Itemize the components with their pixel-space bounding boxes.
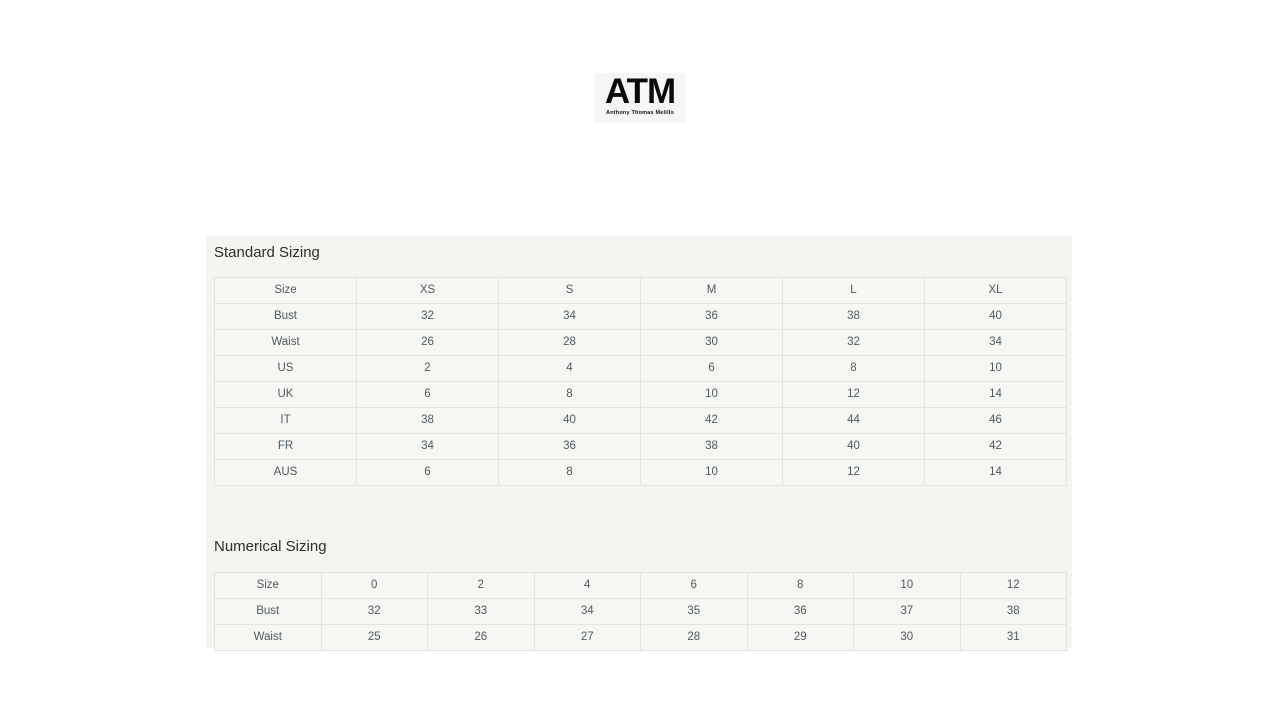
- table-cell: 34: [356, 433, 499, 460]
- table-cell: 29: [746, 624, 854, 651]
- table-cell: 32: [320, 598, 428, 625]
- table-header-row: Size 0 2 4 6 8 10 12: [214, 572, 1067, 599]
- table-cell: 38: [356, 407, 499, 434]
- table-header-row: Size XS S M L XL: [214, 277, 1067, 304]
- table-cell: 14: [924, 459, 1067, 486]
- table-cell: 30: [640, 329, 783, 356]
- standard-sizing-table: Size XS S M L XL Bust 32 34 36 38 40 Waist 26 28 30 32 34…: [214, 277, 1067, 486]
- table-cell: 30: [853, 624, 961, 651]
- column-header: 0: [320, 572, 428, 599]
- row-label: IT: [214, 407, 357, 434]
- table-cell: 26: [427, 624, 535, 651]
- column-header: L: [782, 277, 925, 304]
- row-label: Waist: [214, 329, 357, 356]
- table-cell: 10: [640, 459, 783, 486]
- table-cell: 27: [533, 624, 641, 651]
- size-guide-panel: Standard Sizing Size XS S M L XL Bust 32 34 36 38 4…: [206, 236, 1072, 651]
- table-cell: 36: [640, 303, 783, 330]
- row-label: Bust: [214, 303, 357, 330]
- table-cell: 12: [782, 381, 925, 408]
- table-cell: 8: [498, 459, 641, 486]
- table-cell: 33: [427, 598, 535, 625]
- table-cell: 14: [924, 381, 1067, 408]
- table-cell: 12: [782, 459, 925, 486]
- row-label: FR: [214, 433, 357, 460]
- table-row: Bust 32 33 34 35 36 37 38: [214, 598, 1067, 625]
- table-cell: 37: [853, 598, 961, 625]
- table-cell: 10: [924, 355, 1067, 382]
- table-row: Waist 26 28 30 32 34: [214, 329, 1067, 356]
- table-cell: 40: [498, 407, 641, 434]
- table-cell: 2: [356, 355, 499, 382]
- column-header: 4: [533, 572, 641, 599]
- table-row: Bust 32 34 36 38 40: [214, 303, 1067, 330]
- table-row: Waist 25 26 27 28 29 30 31: [214, 624, 1067, 651]
- table-cell: 44: [782, 407, 925, 434]
- column-header: 8: [746, 572, 854, 599]
- brand-logo: ATM Anthony Thomas Melillo: [594, 73, 686, 123]
- table-cell: 6: [356, 381, 499, 408]
- row-label: Waist: [214, 624, 322, 651]
- table-row: US 2 4 6 8 10: [214, 355, 1067, 382]
- table-cell: 38: [640, 433, 783, 460]
- table-cell: 34: [924, 329, 1067, 356]
- column-header: XS: [356, 277, 499, 304]
- brand-logo-subtitle: Anthony Thomas Melillo: [606, 110, 674, 116]
- row-label: UK: [214, 381, 357, 408]
- row-label: Bust: [214, 598, 322, 625]
- table-cell: 32: [356, 303, 499, 330]
- table-cell: 8: [782, 355, 925, 382]
- table-cell: 8: [498, 381, 641, 408]
- table-cell: 6: [356, 459, 499, 486]
- column-header: M: [640, 277, 783, 304]
- table-row: AUS 6 8 10 12 14: [214, 459, 1067, 486]
- table-cell: 46: [924, 407, 1067, 434]
- column-header: Size: [214, 277, 357, 304]
- table-cell: 26: [356, 329, 499, 356]
- table-cell: 34: [533, 598, 641, 625]
- table-row: IT 38 40 42 44 46: [214, 407, 1067, 434]
- table-cell: 32: [782, 329, 925, 356]
- brand-logo-title: ATM: [604, 72, 676, 111]
- row-label: US: [214, 355, 357, 382]
- table-cell: 4: [498, 355, 641, 382]
- table-cell: 36: [746, 598, 854, 625]
- table-cell: 36: [498, 433, 641, 460]
- table-cell: 34: [498, 303, 641, 330]
- column-header: 12: [959, 572, 1067, 599]
- column-header: 10: [853, 572, 961, 599]
- numerical-sizing-table: Size 0 2 4 6 8 10 12 Bust 32 33 34 35 36 37 38 Waist 25 26…: [214, 572, 1067, 651]
- table-cell: 40: [782, 433, 925, 460]
- standard-sizing-heading: Standard Sizing: [214, 244, 320, 261]
- column-header: 2: [427, 572, 535, 599]
- table-cell: 25: [320, 624, 428, 651]
- column-header: Size: [214, 572, 322, 599]
- row-label: AUS: [214, 459, 357, 486]
- table-cell: 31: [959, 624, 1067, 651]
- table-cell: 35: [640, 598, 748, 625]
- column-header: 6: [640, 572, 748, 599]
- table-row: UK 6 8 10 12 14: [214, 381, 1067, 408]
- numerical-sizing-heading: Numerical Sizing: [214, 538, 327, 555]
- table-row: FR 34 36 38 40 42: [214, 433, 1067, 460]
- table-cell: 42: [640, 407, 783, 434]
- table-cell: 38: [959, 598, 1067, 625]
- table-cell: 28: [498, 329, 641, 356]
- table-cell: 42: [924, 433, 1067, 460]
- table-cell: 40: [924, 303, 1067, 330]
- column-header: XL: [924, 277, 1067, 304]
- column-header: S: [498, 277, 641, 304]
- table-cell: 28: [640, 624, 748, 651]
- table-cell: 38: [782, 303, 925, 330]
- table-cell: 6: [640, 355, 783, 382]
- table-cell: 10: [640, 381, 783, 408]
